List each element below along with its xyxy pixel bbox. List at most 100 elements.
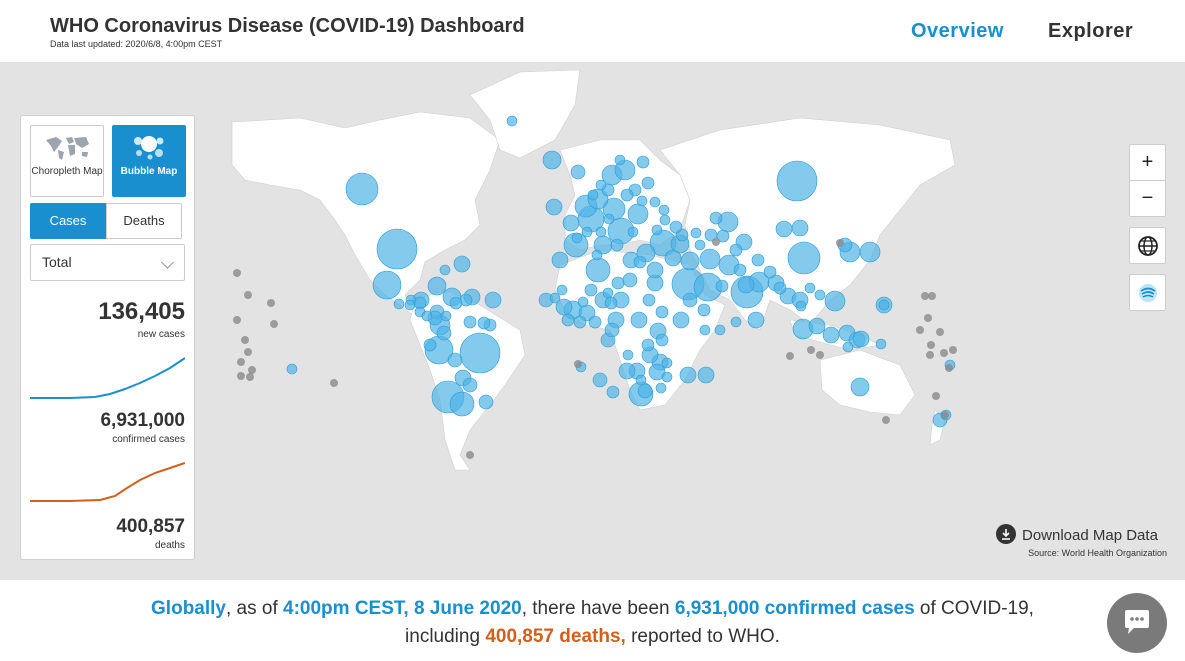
territory-marker[interactable]	[244, 348, 252, 356]
country-bubble[interactable]	[440, 310, 452, 322]
country-bubble[interactable]	[709, 211, 723, 225]
country-bubble[interactable]	[439, 264, 451, 276]
country-bubble[interactable]	[449, 296, 463, 310]
country-bubble[interactable]	[587, 189, 599, 201]
territory-marker[interactable]	[786, 352, 794, 360]
territory-marker[interactable]	[237, 358, 245, 366]
country-bubble[interactable]	[606, 385, 620, 399]
country-bubble[interactable]	[588, 315, 602, 329]
country-bubble[interactable]	[804, 282, 816, 294]
nav-overview[interactable]: Overview	[911, 20, 1004, 42]
country-bubble[interactable]	[747, 311, 765, 329]
country-bubble[interactable]	[694, 239, 706, 251]
country-bubble[interactable]	[737, 276, 755, 294]
country-bubble[interactable]	[584, 283, 598, 297]
territory-marker[interactable]	[882, 416, 890, 424]
metric-select[interactable]: Total	[30, 244, 185, 281]
country-bubble[interactable]	[562, 214, 580, 232]
territory-marker[interactable]	[241, 336, 249, 344]
territory-marker[interactable]	[233, 269, 241, 277]
country-bubble[interactable]	[602, 287, 614, 299]
country-bubble[interactable]	[679, 366, 697, 384]
country-bubble[interactable]	[570, 164, 586, 180]
territory-marker[interactable]	[945, 364, 953, 372]
country-bubble[interactable]	[824, 290, 846, 312]
country-bubble[interactable]	[859, 241, 881, 263]
country-bubble[interactable]	[651, 224, 663, 236]
country-bubble[interactable]	[669, 220, 683, 234]
country-bubble[interactable]	[393, 298, 405, 310]
territory-marker[interactable]	[237, 372, 245, 380]
country-bubble[interactable]	[633, 255, 647, 269]
country-bubble[interactable]	[573, 315, 587, 329]
country-bubble[interactable]	[655, 382, 667, 394]
country-bubble[interactable]	[875, 338, 887, 350]
country-bubble[interactable]	[618, 362, 636, 380]
tab-deaths[interactable]: Deaths	[106, 203, 182, 239]
country-bubble[interactable]	[627, 203, 649, 225]
country-bubble[interactable]	[622, 349, 634, 361]
country-bubble[interactable]	[751, 253, 765, 267]
map-canvas[interactable]	[0, 62, 1185, 580]
territory-marker[interactable]	[926, 351, 934, 359]
country-bubble[interactable]	[649, 196, 661, 208]
country-bubble[interactable]	[636, 195, 648, 207]
country-bubble[interactable]	[620, 188, 634, 202]
country-bubble[interactable]	[421, 310, 433, 322]
country-bubble[interactable]	[655, 305, 669, 319]
territory-marker[interactable]	[466, 451, 474, 459]
territory-marker[interactable]	[928, 292, 936, 300]
country-bubble[interactable]	[345, 172, 379, 206]
country-bubble[interactable]	[423, 338, 437, 352]
country-bubble[interactable]	[822, 326, 840, 344]
country-bubble[interactable]	[463, 315, 477, 329]
country-bubble[interactable]	[477, 316, 491, 330]
country-bubble[interactable]	[571, 232, 583, 244]
country-bubble[interactable]	[555, 298, 573, 316]
country-bubble[interactable]	[561, 313, 575, 327]
country-bubble[interactable]	[459, 332, 501, 374]
territory-marker[interactable]	[270, 320, 278, 328]
territory-marker[interactable]	[233, 316, 241, 324]
zoom-in-button[interactable]: +	[1129, 144, 1166, 181]
globe-button[interactable]	[1129, 227, 1166, 264]
download-map-data-button[interactable]: Download Map Data	[996, 524, 1158, 544]
country-bubble[interactable]	[655, 333, 669, 347]
country-bubble[interactable]	[664, 249, 682, 267]
country-bubble[interactable]	[730, 316, 742, 328]
country-bubble[interactable]	[850, 377, 870, 397]
country-bubble[interactable]	[604, 322, 620, 338]
country-bubble[interactable]	[453, 255, 471, 273]
country-bubble[interactable]	[878, 299, 890, 311]
country-bubble[interactable]	[814, 289, 826, 301]
choropleth-map-button[interactable]: Choropleth Map	[30, 125, 104, 197]
country-bubble[interactable]	[603, 213, 615, 225]
territory-marker[interactable]	[924, 314, 932, 322]
country-bubble[interactable]	[577, 296, 589, 308]
territory-marker[interactable]	[949, 346, 957, 354]
country-bubble[interactable]	[682, 292, 698, 308]
chat-button[interactable]	[1107, 593, 1167, 653]
country-bubble[interactable]	[661, 371, 673, 383]
country-bubble[interactable]	[697, 303, 711, 317]
territory-marker[interactable]	[927, 341, 935, 349]
country-bubble[interactable]	[506, 115, 518, 127]
country-bubble[interactable]	[545, 198, 563, 216]
country-bubble[interactable]	[648, 363, 666, 381]
country-bubble[interactable]	[680, 251, 700, 271]
territory-marker[interactable]	[836, 239, 844, 247]
territory-marker[interactable]	[330, 379, 338, 387]
country-bubble[interactable]	[641, 338, 655, 352]
country-bubble[interactable]	[787, 241, 821, 275]
country-bubble[interactable]	[699, 248, 721, 270]
country-bubble[interactable]	[556, 284, 568, 296]
country-bubble[interactable]	[627, 226, 639, 238]
country-bubble[interactable]	[372, 270, 402, 300]
country-bubble[interactable]	[776, 160, 818, 202]
country-bubble[interactable]	[716, 229, 730, 243]
country-bubble[interactable]	[449, 391, 475, 417]
country-bubble[interactable]	[658, 204, 670, 216]
country-bubble[interactable]	[635, 374, 647, 386]
country-bubble[interactable]	[733, 263, 747, 277]
country-bubble[interactable]	[775, 220, 793, 238]
